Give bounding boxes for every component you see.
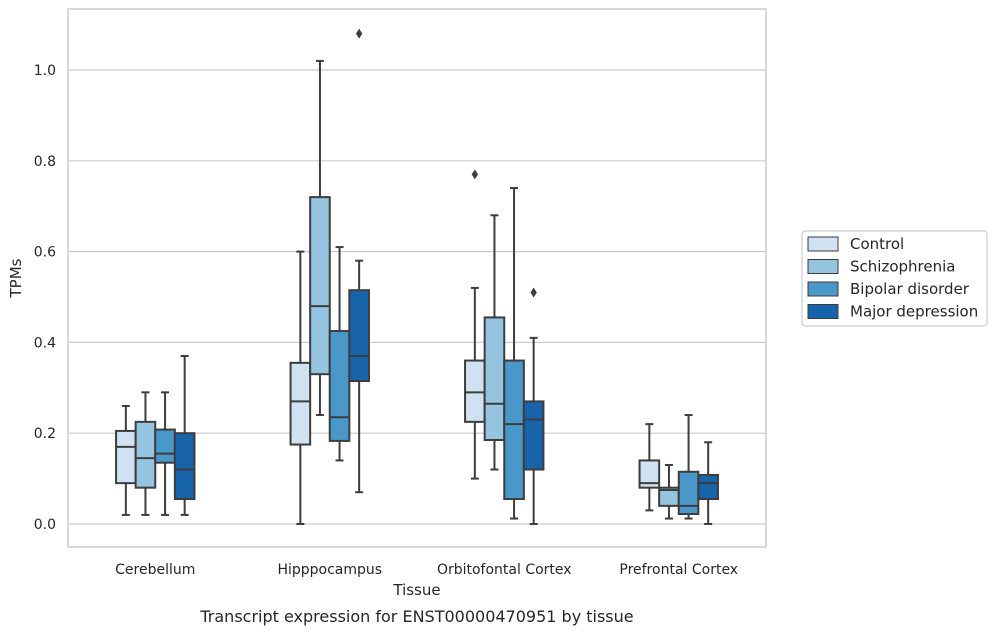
x-axis-title: Tissue bbox=[392, 581, 440, 599]
box-body bbox=[503, 359, 525, 501]
box-body bbox=[522, 400, 545, 471]
box-body bbox=[115, 429, 137, 485]
x-tick-label: Hipppocampus bbox=[277, 562, 382, 578]
box-body bbox=[697, 473, 719, 501]
box-schizophrenia bbox=[658, 463, 680, 520]
box-major-depression bbox=[173, 355, 196, 516]
box-body bbox=[677, 470, 700, 516]
plot-frame bbox=[67, 8, 767, 548]
y-axis-title: TPMs bbox=[7, 258, 25, 298]
x-axis-ticks: Cerebellum Hipppocampus Orbitofontal Corte… bbox=[115, 562, 738, 578]
box-control bbox=[115, 404, 137, 516]
outlier-point bbox=[530, 287, 537, 298]
outlier-point bbox=[471, 169, 479, 180]
y-tick-label: 1.0 bbox=[34, 63, 56, 79]
box-control bbox=[289, 250, 312, 525]
y-tick-label: 0.2 bbox=[34, 426, 56, 442]
y-tick-label: 0.4 bbox=[34, 335, 56, 351]
x-tick-label: Cerebellum bbox=[115, 562, 195, 578]
box-major-depression bbox=[348, 28, 370, 494]
legend-label: Major depression bbox=[850, 303, 978, 321]
box-body bbox=[173, 432, 196, 501]
box-body bbox=[154, 428, 176, 464]
y-tick-label: 0.6 bbox=[34, 245, 56, 261]
legend-label: Bipolar disorder bbox=[850, 280, 970, 298]
box-schizophrenia bbox=[309, 59, 331, 417]
legend-frame bbox=[801, 230, 988, 327]
box-schizophrenia bbox=[483, 214, 506, 471]
box-body bbox=[464, 359, 486, 423]
box-major-depression bbox=[697, 441, 719, 525]
box-bipolar-disorder bbox=[328, 246, 351, 462]
y-axis-ticks: 0.0 0.2 0.4 0.6 0.8 1.0 bbox=[34, 63, 56, 533]
box-major-depression bbox=[522, 287, 545, 525]
box-plot-area bbox=[115, 28, 719, 525]
box-body bbox=[309, 196, 331, 376]
y-tick-label: 0.8 bbox=[34, 154, 56, 170]
box-bipolar-disorder bbox=[677, 414, 700, 520]
box-body bbox=[289, 361, 312, 446]
legend-swatch bbox=[807, 304, 839, 319]
box-body bbox=[348, 289, 370, 382]
box-body bbox=[483, 316, 506, 442]
box-body bbox=[328, 330, 351, 442]
x-tick-label: Prefrontal Cortex bbox=[619, 562, 738, 578]
y-tick-label: 0.0 bbox=[34, 517, 56, 533]
box-control bbox=[638, 423, 661, 512]
legend-label: Control bbox=[850, 235, 904, 253]
box-control bbox=[464, 169, 486, 480]
legend: Control Schizophrenia Bipolar disorder Majo… bbox=[801, 230, 988, 327]
legend-swatch bbox=[807, 236, 839, 252]
box-bipolar-disorder bbox=[503, 187, 525, 520]
chart-caption: Transcript expression for ENST0000047095… bbox=[199, 607, 633, 626]
outlier-point bbox=[355, 28, 363, 39]
box-schizophrenia bbox=[134, 391, 157, 516]
box-body bbox=[638, 459, 661, 489]
box-bipolar-disorder bbox=[154, 391, 176, 516]
legend-swatch bbox=[807, 281, 839, 297]
box-body bbox=[134, 420, 157, 489]
x-tick-label: Orbitofontal Cortex bbox=[437, 562, 572, 578]
legend-swatch bbox=[807, 259, 839, 274]
legend-label: Schizophrenia bbox=[850, 258, 955, 276]
